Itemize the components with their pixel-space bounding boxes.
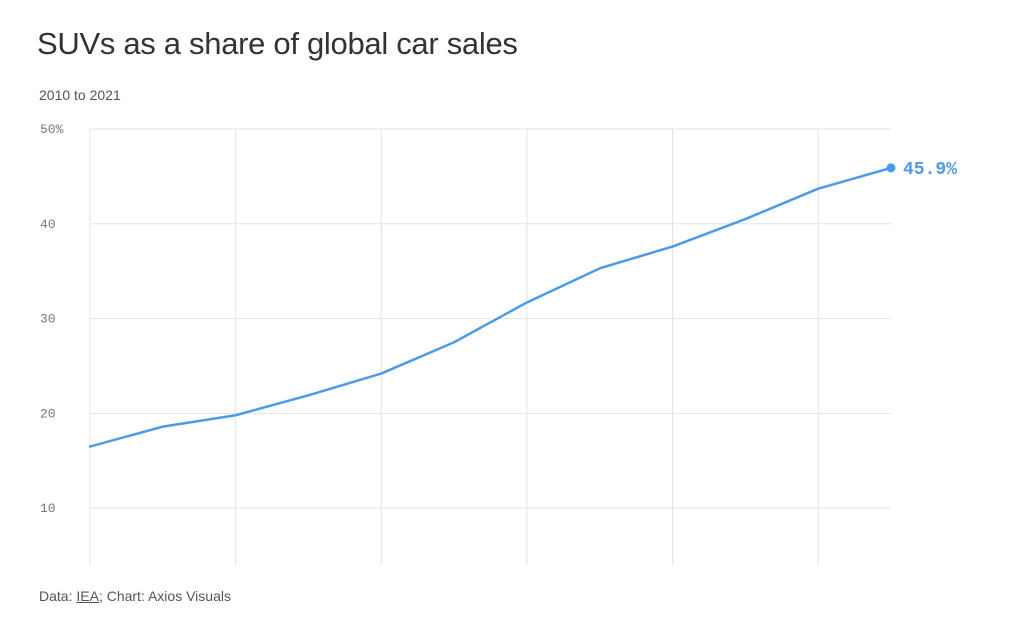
source-prefix: Data:	[39, 588, 77, 604]
source-note: Data: IEA; Chart: Axios Visuals	[39, 588, 231, 604]
y-tick-label: 10	[40, 501, 56, 516]
chart-subtitle: 2010 to 2021	[39, 87, 121, 103]
end-point-marker	[886, 163, 896, 173]
end-value-label: 45.9%	[903, 160, 957, 180]
y-tick-label: 30	[40, 312, 56, 327]
y-tick-label: 40	[40, 217, 56, 232]
source-suffix: ; Chart: Axios Visuals	[98, 588, 231, 604]
series-line	[88, 166, 893, 448]
y-tick-label: 50%	[40, 122, 64, 137]
y-tick-label: 20	[40, 406, 56, 421]
chart-title: SUVs as a share of global car sales	[37, 26, 518, 61]
source-link[interactable]: IEA	[76, 588, 99, 604]
